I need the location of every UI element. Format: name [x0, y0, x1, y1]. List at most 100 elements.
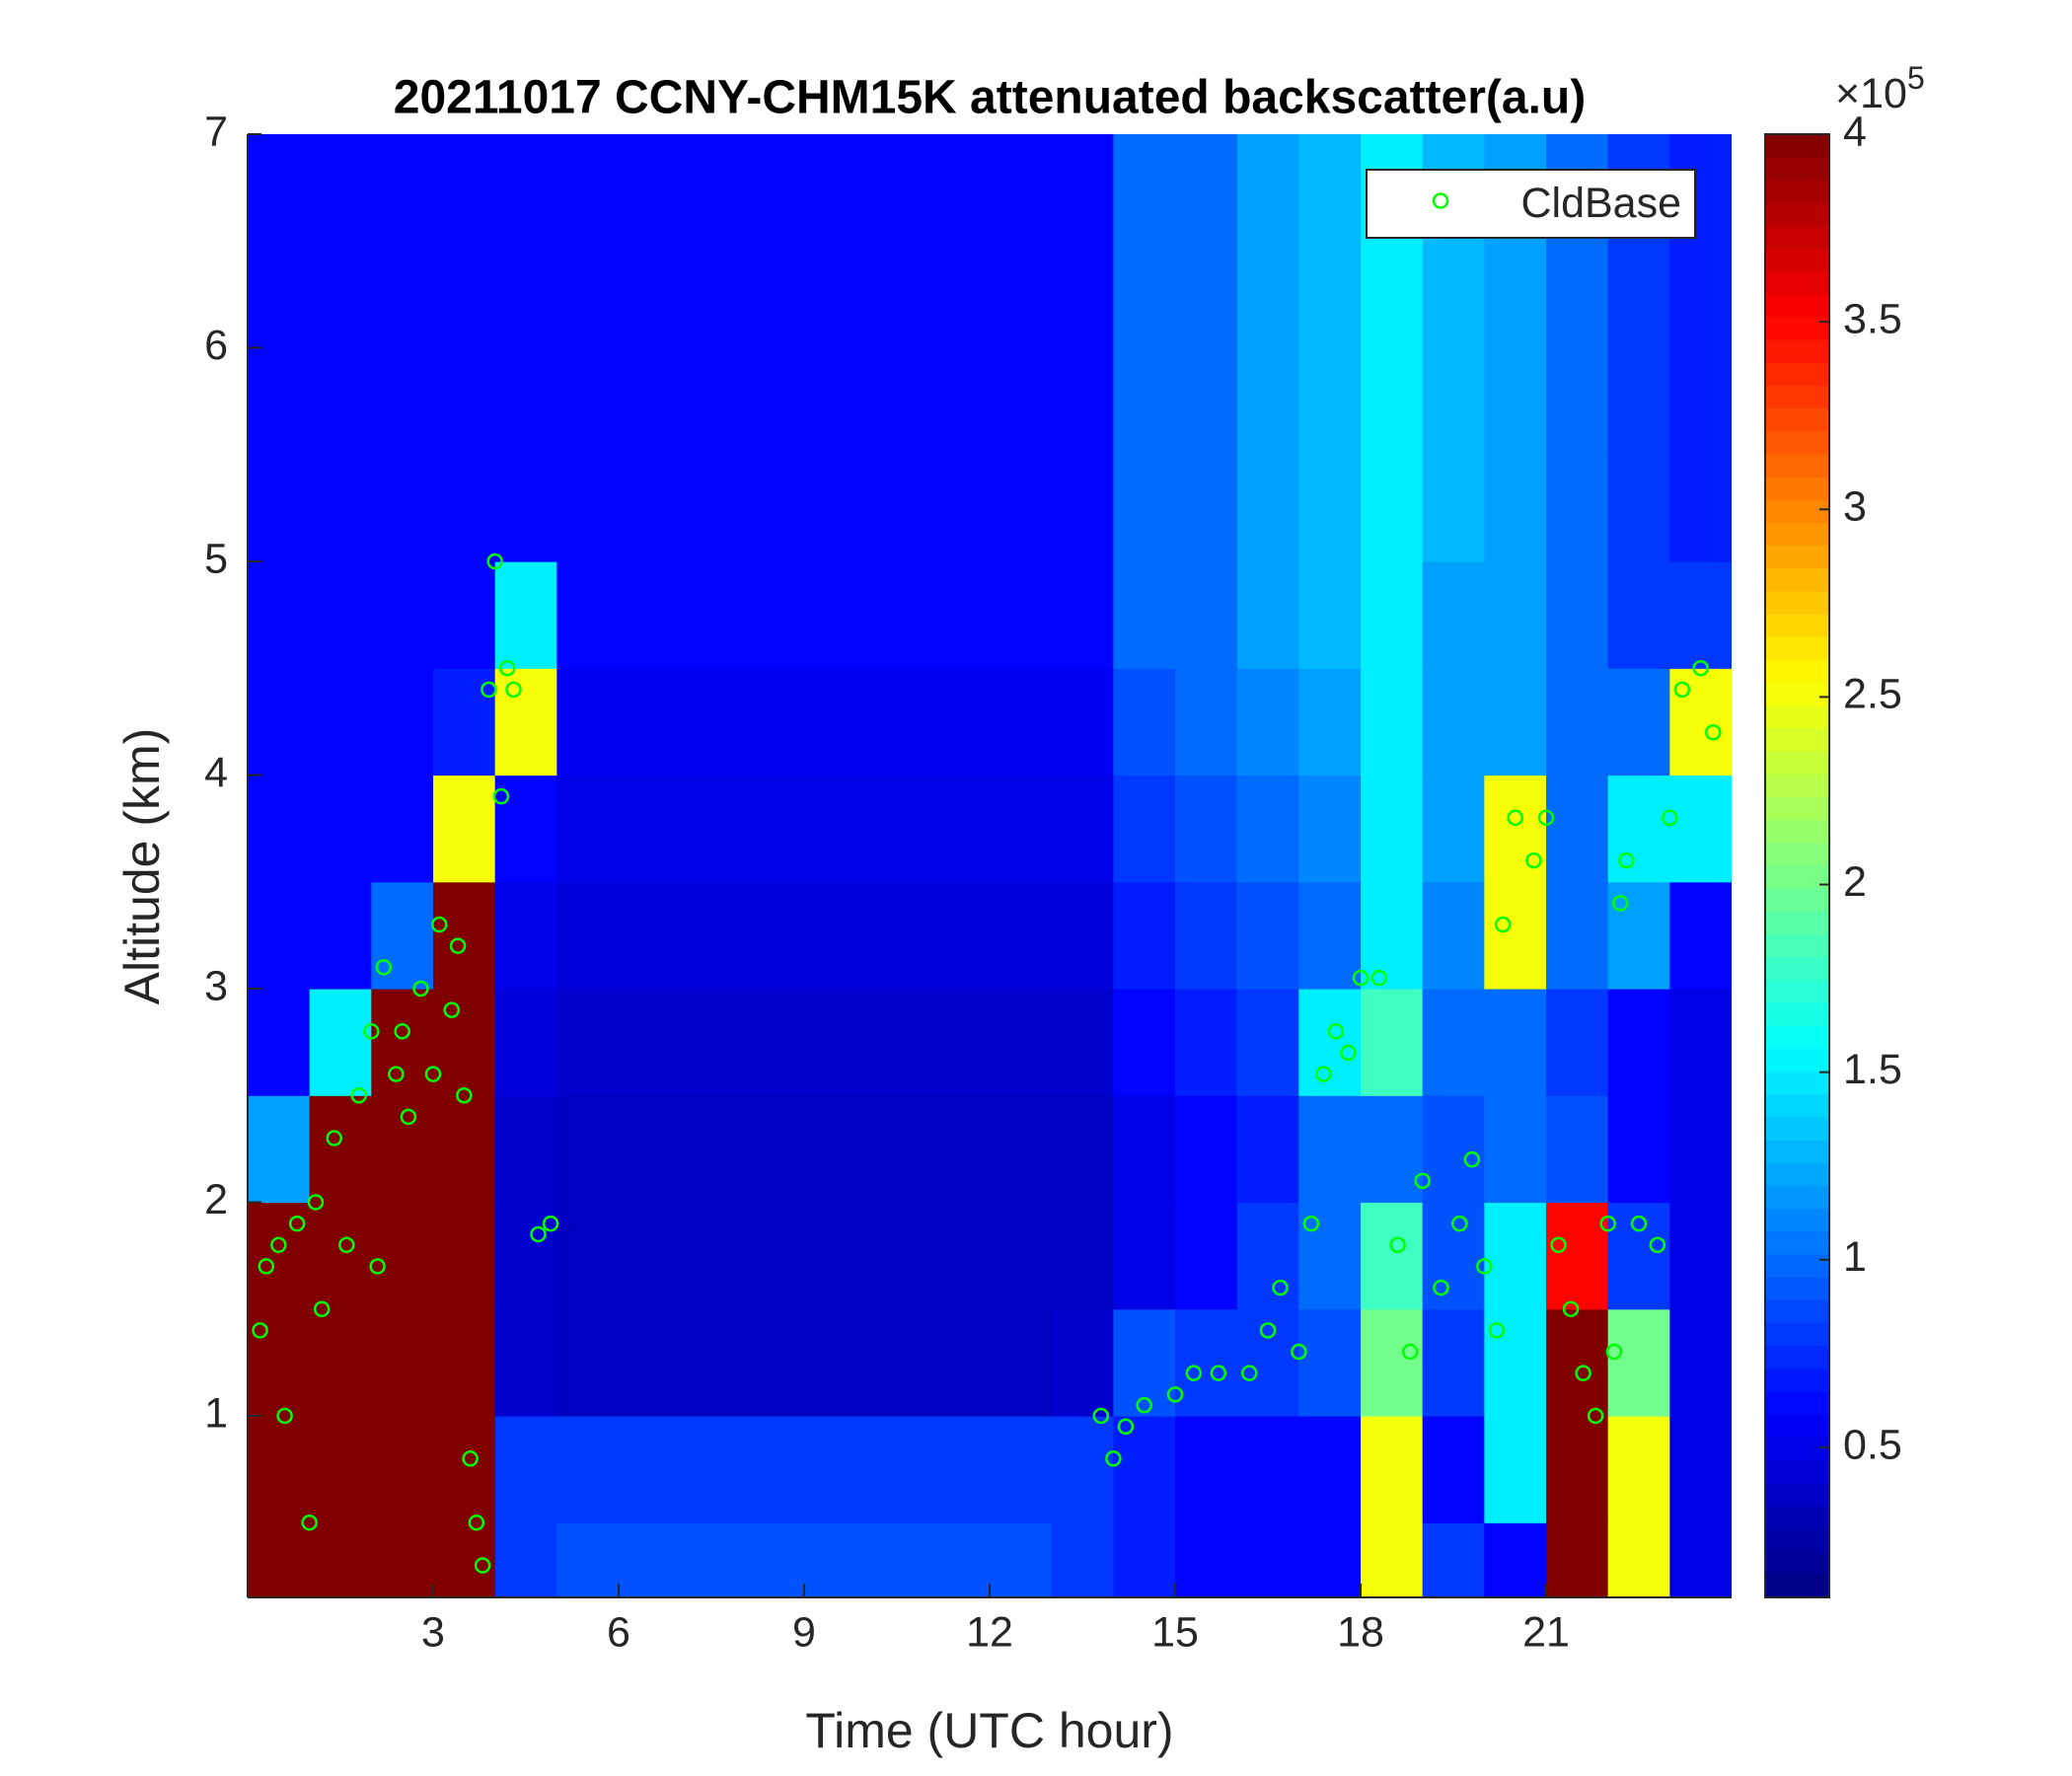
colorbar-swatch [1765, 957, 1829, 981]
heat-cell [248, 1308, 311, 1417]
heat-cell [371, 1415, 434, 1523]
colorbar-swatch [1765, 1551, 1829, 1576]
colorbar-swatch [1765, 774, 1829, 798]
heat-cell [1175, 775, 1238, 883]
heat-cell [1484, 775, 1547, 883]
heat-cell [804, 881, 867, 990]
colorbar-frame [1764, 133, 1830, 1598]
cloud-base-point [462, 1450, 479, 1467]
heat-cell [1051, 881, 1114, 990]
heat-cell [990, 1095, 1053, 1204]
colorbar-swatch [1765, 1369, 1829, 1393]
cloud-base-point [1105, 1450, 1122, 1467]
heat-cell [494, 1522, 557, 1597]
heat-cell [1236, 1095, 1299, 1204]
heat-cell [927, 1308, 991, 1417]
heat-cell [927, 988, 991, 1096]
cloud-base-point [1550, 1236, 1567, 1254]
heat-cell [742, 134, 805, 242]
heat-cell [1607, 1202, 1670, 1310]
colorbar-tick-label: 2.5 [1843, 671, 1902, 718]
heat-cell [433, 988, 496, 1096]
cloud-base-point [326, 1130, 342, 1147]
colorbar-swatch [1765, 820, 1829, 844]
heat-cell [1236, 881, 1299, 990]
cloud-base-point [1587, 1407, 1604, 1425]
heat-cell [619, 241, 682, 349]
heat-cell [1113, 988, 1176, 1096]
heat-cell [371, 1202, 434, 1310]
heat-cell [927, 775, 991, 883]
heat-cell [680, 347, 743, 456]
heat-cell [494, 134, 557, 242]
colorbar-swatch [1765, 1231, 1829, 1256]
heat-cell [1669, 668, 1732, 777]
cloud-base-point [505, 681, 522, 699]
colorbar-swatch [1765, 911, 1829, 935]
heat-cell [1669, 241, 1732, 349]
colorbar-swatch [1765, 157, 1829, 181]
heat-cell [1175, 560, 1238, 669]
heat-cell [248, 988, 311, 1096]
heat-cell [371, 347, 434, 456]
heat-cell [1175, 1522, 1238, 1597]
cloud-base-points [252, 553, 1722, 1574]
heat-cell [1298, 241, 1362, 349]
cloud-base-point [1185, 1365, 1203, 1381]
y-tick-label: 1 [204, 1389, 228, 1437]
heat-cell [309, 241, 372, 349]
heat-cell [371, 881, 434, 990]
heat-cell [742, 668, 805, 777]
cloud-base-point [542, 1215, 559, 1232]
colorbar-tick-label: 3 [1843, 483, 1867, 531]
heat-cell [742, 347, 805, 456]
heat-cell [619, 454, 682, 562]
heat-cell [1484, 1308, 1547, 1417]
cloud-base-point [313, 1300, 331, 1317]
colorbar-swatch [1765, 134, 1829, 158]
heat-cell [433, 881, 496, 990]
cloud-base-point [449, 937, 467, 954]
cloud-base-point [1389, 1236, 1406, 1254]
heat-cell [1484, 881, 1547, 990]
heat-cell [619, 560, 682, 669]
colorbar-swatch [1765, 1506, 1829, 1530]
colorbar-swatch [1765, 1528, 1829, 1553]
heat-cell [1607, 560, 1670, 669]
heat-cell [680, 775, 743, 883]
heat-cell [309, 560, 372, 669]
colorbar-swatch [1765, 1391, 1829, 1416]
heat-cell [1546, 241, 1609, 349]
colorbar-swatch [1765, 683, 1829, 706]
heat-cell [1236, 134, 1299, 242]
colorbar-swatch [1765, 339, 1829, 364]
heat-cell [248, 775, 311, 883]
heat-cell [1113, 134, 1176, 242]
cloud-base-point [481, 681, 497, 699]
heat-cell [680, 560, 743, 669]
cloud-base-point [1302, 1215, 1320, 1232]
heat-cell [1546, 1522, 1609, 1597]
cloud-base-point [1352, 969, 1369, 987]
heat-cell [619, 1095, 682, 1204]
heat-cell [494, 1095, 557, 1204]
heat-cell [680, 1202, 743, 1310]
heat-cell [309, 1415, 372, 1523]
heat-cell [804, 668, 867, 777]
cloud-base-point [1488, 1322, 1506, 1339]
colorbar-swatch [1765, 454, 1829, 479]
heat-cell [990, 1415, 1053, 1523]
cloud-base-point [456, 1086, 473, 1104]
cloud-base-point [1476, 1258, 1493, 1275]
cloud-base-point [1092, 1407, 1110, 1425]
heat-cell [990, 347, 1053, 456]
heat-cell [1607, 881, 1670, 990]
heat-cell [1236, 1522, 1299, 1597]
heat-cell [865, 1415, 928, 1523]
heat-cell [1669, 454, 1732, 562]
heat-cell [1113, 881, 1176, 990]
cloud-base-point [498, 659, 516, 677]
heat-cell [742, 1202, 805, 1310]
cloud-base-point [400, 1108, 417, 1126]
